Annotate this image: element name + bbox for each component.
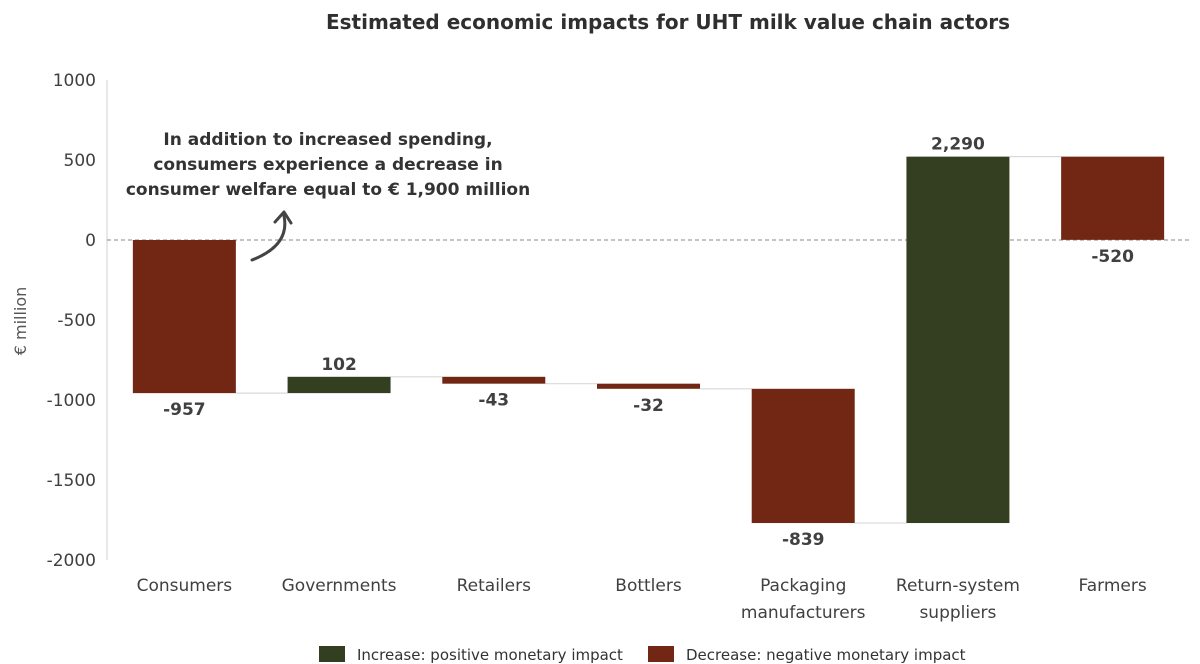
data-labels: -957 102 -43 -32 -839 2,290 -520 [163,135,1134,550]
chart-title: Estimated economic impacts for UHT milk … [326,10,1010,34]
category-label: Farmers [1079,576,1147,596]
category-label: suppliers [919,603,996,623]
category-label: Retailers [457,576,531,596]
bar [597,383,700,389]
data-label: -32 [633,396,664,416]
data-label: -957 [163,400,206,420]
data-label: -520 [1091,247,1134,267]
category-label: Return-system [896,576,1020,596]
y-tick-label: 500 [64,151,96,171]
y-tick-label: -2000 [47,551,96,571]
y-tick-label: -1000 [47,391,96,411]
category-labels: Consumers Governments Retailers Bottlers Pac… [137,576,1147,623]
annotation-text: consumer welfare equal to € 1,900 millio… [126,180,530,200]
legend-swatch [319,646,345,662]
y-tick-label: -1500 [47,471,96,491]
y-axis-label: € million [11,287,30,356]
category-label: Packaging [760,576,846,596]
legend-label: Increase: positive monetary impact [357,646,623,664]
bars [132,156,1165,524]
y-tick-label: -500 [57,311,96,331]
data-label: 2,290 [931,135,985,155]
data-label: -839 [782,530,825,550]
category-label: Bottlers [615,576,682,596]
annotation-text: In addition to increased spending, [163,130,492,150]
category-label: Consumers [137,576,233,596]
annotation-text: consumers experience a decrease in [153,155,502,175]
bar [751,388,855,524]
data-label: 102 [321,355,357,375]
y-axis: 1000 500 0 -500 -1000 -1500 -2000 [47,71,108,571]
y-tick-label: 1000 [53,71,96,91]
annotation-arrow [250,214,287,262]
legend-swatch [648,646,674,662]
bar [132,240,236,394]
bar [906,156,1010,524]
connector-lines [107,156,1190,524]
legend-label: Decrease: negative monetary impact [686,646,966,664]
bar [287,376,391,394]
legend: Increase: positive monetary impact Decrea… [319,646,966,664]
arrow-head-icon [273,210,293,225]
category-label: Governments [282,576,397,596]
category-label: manufacturers [741,603,866,623]
data-label: -43 [478,391,509,411]
y-tick-label: 0 [85,231,96,251]
bar [1061,156,1165,240]
bar [442,376,546,384]
annotation: In addition to increased spending, consum… [126,130,530,262]
